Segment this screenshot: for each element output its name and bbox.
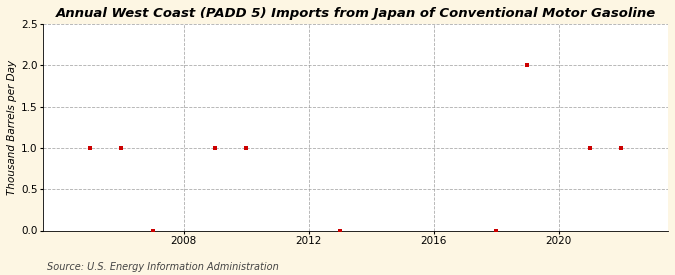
Title: Annual West Coast (PADD 5) Imports from Japan of Conventional Motor Gasoline: Annual West Coast (PADD 5) Imports from …	[55, 7, 656, 20]
Text: Source: U.S. Energy Information Administration: Source: U.S. Energy Information Administ…	[47, 262, 279, 272]
Y-axis label: Thousand Barrels per Day: Thousand Barrels per Day	[7, 60, 17, 195]
